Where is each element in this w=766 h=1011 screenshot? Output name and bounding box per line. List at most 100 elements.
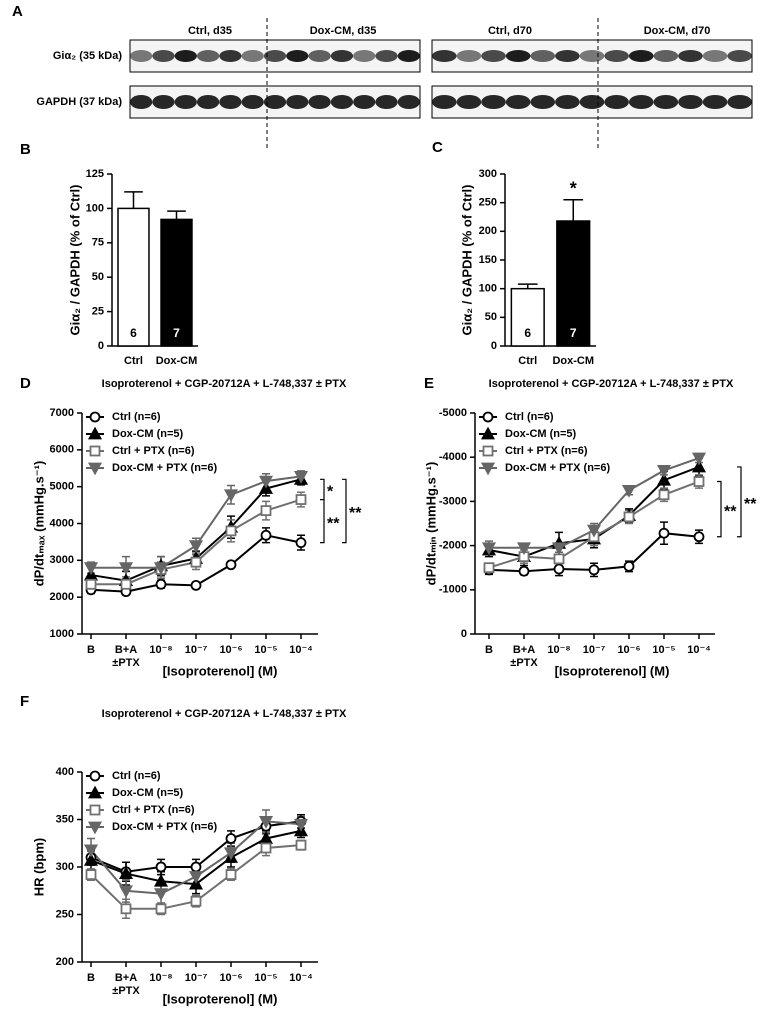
- y-tick-label: 0: [461, 628, 467, 640]
- blot-band: [375, 95, 398, 109]
- x-tick-label: 10⁻⁶: [219, 644, 242, 656]
- significance-label: *: [327, 484, 334, 501]
- y-tick-label: 50: [92, 271, 104, 283]
- legend-marker: [87, 462, 103, 476]
- blot-band: [308, 95, 331, 109]
- y-tick-label: 1000: [50, 628, 74, 640]
- column-label: Ctrl, d35: [188, 25, 232, 37]
- marker: [118, 885, 134, 899]
- blot-band: [330, 50, 354, 62]
- marker: [153, 888, 169, 901]
- x-axis-label: [Isoproterenol] (M): [163, 663, 278, 678]
- panel-letter: C: [432, 139, 443, 156]
- x-tick-label: 10⁻⁸: [547, 644, 570, 656]
- error-bar: [124, 191, 143, 209]
- x-tick-label: B: [87, 972, 95, 984]
- bar: [556, 220, 591, 347]
- marker: [155, 578, 167, 590]
- n-label: 6: [524, 326, 531, 340]
- chart-title: Isoproterenol + CGP-20712A + L-748,337 ±…: [102, 378, 347, 390]
- blot-band: [530, 95, 556, 109]
- y-tick-label: 5000: [50, 481, 74, 493]
- legend-marker: [482, 411, 494, 423]
- column-label: Dox-CM, d35: [310, 25, 377, 37]
- x-tick-label: B+A ±PTX: [112, 644, 140, 669]
- legend-label: Dox-CM (n=5): [112, 428, 184, 440]
- column-label: Dox-CM, d70: [644, 25, 711, 37]
- legend-marker: [89, 411, 101, 423]
- panel-letter: A: [12, 3, 23, 20]
- x-tick-label-line: ±PTX: [510, 657, 538, 669]
- blot-band: [263, 95, 287, 109]
- y-axis-label: Giα₂ / GAPDH (% of Ctrl): [67, 185, 82, 336]
- x-tick-label-line: ±PTX: [112, 657, 140, 669]
- marker: [656, 465, 672, 478]
- blot-band: [152, 95, 175, 109]
- y-tick-label: 300: [479, 168, 497, 180]
- marker: [295, 537, 307, 549]
- x-tick-label: 10⁻⁸: [149, 972, 172, 984]
- marker: [553, 563, 565, 575]
- significance-label: **: [744, 496, 757, 513]
- y-axis-label: HR (bpm): [31, 838, 46, 897]
- blot-band: [308, 50, 331, 62]
- blot-band: [604, 95, 629, 109]
- x-tick-label: B: [87, 644, 95, 656]
- blot-band: [555, 50, 580, 62]
- marker: [153, 562, 169, 576]
- x-tick-label: 10⁻⁴: [687, 644, 710, 656]
- marker: [223, 489, 239, 503]
- legend-marker: [482, 445, 494, 457]
- legend-marker: [89, 445, 101, 457]
- y-tick-label: 250: [56, 908, 74, 920]
- significance-bracket: [737, 466, 742, 538]
- marker: [293, 470, 309, 484]
- blot-band: [286, 50, 309, 62]
- y-tick-label: 100: [86, 202, 104, 214]
- marker: [483, 562, 495, 574]
- y-tick-label: -1000: [439, 584, 467, 596]
- x-tick-label: 10⁻⁴: [289, 972, 312, 984]
- x-tick-label: 10⁻⁴: [289, 644, 312, 656]
- marker: [516, 542, 532, 556]
- legend-label: Ctrl + PTX (n=6): [112, 445, 195, 457]
- significance-bracket: [320, 498, 325, 544]
- legend-marker: [87, 426, 103, 440]
- blot-band: [530, 50, 556, 62]
- marker: [155, 903, 167, 915]
- marker: [120, 903, 132, 915]
- blot-band: [174, 50, 197, 62]
- legend-marker: [480, 462, 496, 476]
- column-label: Ctrl, d70: [488, 25, 532, 37]
- blot-band: [375, 50, 398, 62]
- x-tick-label: Ctrl: [518, 355, 537, 367]
- marker: [260, 529, 272, 541]
- blot-band: [579, 95, 605, 109]
- marker: [623, 511, 635, 523]
- blot-band: [481, 95, 506, 109]
- bar: [510, 287, 545, 347]
- legend-label: Ctrl (n=6): [112, 411, 161, 423]
- marker: [153, 873, 169, 887]
- y-tick-label: 200: [56, 956, 74, 968]
- panel-letter: F: [20, 693, 29, 710]
- marker: [188, 540, 204, 553]
- marker: [85, 578, 97, 590]
- significance-label: **: [327, 515, 340, 532]
- marker: [225, 869, 237, 880]
- marker: [118, 866, 134, 880]
- marker: [691, 459, 707, 473]
- blot-band: [397, 95, 420, 109]
- x-tick-label: B+A ±PTX: [510, 644, 538, 669]
- blot-band: [653, 50, 679, 62]
- y-tick-label: 4000: [50, 517, 74, 529]
- blot-band: [579, 50, 605, 62]
- legend-label: Ctrl + PTX (n=6): [505, 445, 588, 457]
- marker: [658, 489, 670, 501]
- blot-band: [456, 95, 482, 109]
- y-tick-label: 75: [92, 237, 104, 249]
- x-tick-label-line: B+A: [115, 972, 137, 984]
- blot-band: [241, 95, 264, 109]
- blot-band: [555, 95, 580, 109]
